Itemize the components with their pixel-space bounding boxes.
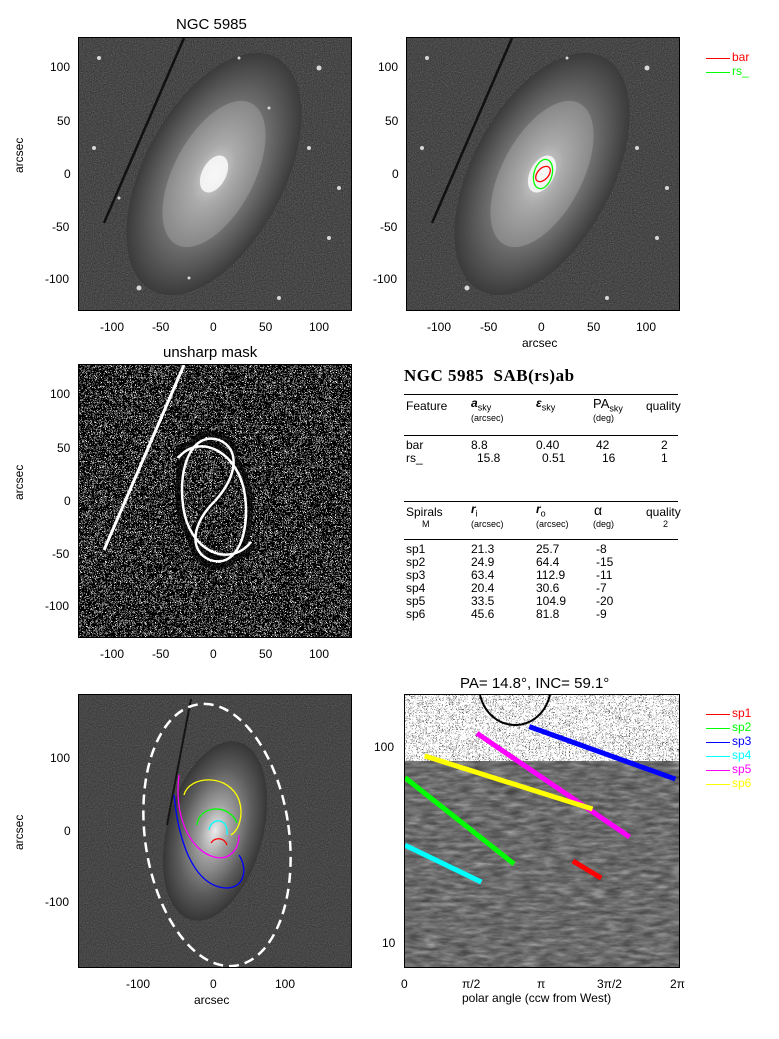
table-cell: 64.4 bbox=[536, 555, 560, 569]
table-cell: sp2 bbox=[406, 555, 426, 569]
table-cell: 104.9 bbox=[536, 594, 567, 608]
panel-title-unsharp: unsharp mask bbox=[163, 344, 258, 361]
table-cell: 20.4 bbox=[471, 581, 495, 595]
table-cell: sp6 bbox=[406, 607, 426, 621]
spiral-arms-overlay-panel bbox=[78, 694, 352, 968]
y-axis-label-bottom: arcsec bbox=[12, 814, 26, 850]
legend-label: sp2 bbox=[732, 720, 752, 734]
info-title: NGC 5985 SAB(rs)ab bbox=[404, 366, 575, 385]
y-axis-label: arcsec bbox=[12, 137, 26, 173]
table-cell: sp4 bbox=[406, 581, 426, 595]
legend-line bbox=[706, 742, 730, 743]
series-line-sp3 bbox=[528, 724, 677, 782]
table-cell: 24.9 bbox=[471, 555, 495, 569]
legend-bar: bar bbox=[732, 50, 750, 64]
y-axis-label-unsharp: arcsec bbox=[12, 464, 26, 500]
x-axis-label: arcsec bbox=[522, 336, 558, 350]
legend-label: sp1 bbox=[732, 706, 752, 720]
spiral-arm-sp3 bbox=[173, 794, 245, 889]
series-line-sp1 bbox=[571, 858, 603, 881]
series-line-sp5 bbox=[475, 731, 631, 840]
polar-x-axis-label: polar angle (ccw from West) bbox=[462, 991, 612, 1005]
table-cell: sp1 bbox=[406, 542, 426, 556]
panel-title-polar: PA= 14.8°, INC= 59.1° bbox=[460, 675, 610, 692]
legend-line bbox=[706, 784, 730, 785]
polar-plot-panel bbox=[404, 694, 680, 968]
legend-line bbox=[706, 728, 730, 729]
spiral-arm-sp6 bbox=[183, 779, 242, 836]
table-cell: sp5 bbox=[406, 594, 426, 608]
spiral-arm-sp1 bbox=[210, 838, 228, 846]
table-cell: 21.3 bbox=[471, 542, 495, 556]
x-tick: 0 bbox=[210, 320, 217, 334]
table-cell: 25.7 bbox=[536, 542, 560, 556]
deprojection-ellipse bbox=[142, 702, 292, 967]
series-line-sp4 bbox=[405, 842, 483, 885]
table-cell: 81.8 bbox=[536, 607, 560, 621]
legend-rs: rs_ bbox=[732, 64, 749, 78]
bar-ellipse bbox=[535, 165, 551, 183]
table-cell: 112.9 bbox=[536, 568, 566, 582]
rs-ellipse bbox=[532, 158, 554, 190]
table-cell: 30.6 bbox=[536, 581, 560, 595]
table-cell: -7 bbox=[596, 581, 607, 595]
spiral-arm-sp5 bbox=[177, 774, 240, 859]
legend-label: sp6 bbox=[732, 776, 752, 790]
table-cell: 33.5 bbox=[471, 594, 495, 608]
series-line-sp2 bbox=[405, 775, 516, 866]
table-cell: -15 bbox=[596, 555, 614, 569]
table-cell: -8 bbox=[596, 542, 607, 556]
galaxy-ellipse-fit-panel bbox=[406, 37, 680, 311]
series-line-sp6 bbox=[423, 753, 594, 812]
table-cell: -11 bbox=[596, 568, 613, 582]
spiral-arm-sp4 bbox=[208, 820, 228, 836]
legend-label: sp5 bbox=[732, 762, 752, 776]
galaxy-image-panel bbox=[78, 37, 352, 311]
panel-title-top-left: NGC 5985 bbox=[176, 16, 247, 33]
spiral-arm-sp2 bbox=[196, 808, 238, 826]
x-tick: -50 bbox=[152, 320, 170, 334]
unsharp-mask-panel bbox=[78, 364, 352, 638]
table-cell: -9 bbox=[596, 607, 607, 621]
x-tick: -100 bbox=[100, 320, 125, 334]
x-axis-label-bottom: arcsec bbox=[194, 993, 230, 1007]
legend-line bbox=[706, 770, 730, 771]
table-cell: -20 bbox=[596, 594, 614, 608]
table-cell: 45.6 bbox=[471, 607, 495, 621]
legend-label: sp4 bbox=[732, 748, 752, 762]
table-cell: 63.4 bbox=[471, 568, 495, 582]
legend-label: sp3 bbox=[732, 734, 752, 748]
legend-line bbox=[706, 714, 730, 715]
legend-line bbox=[706, 756, 730, 757]
table-cell: sp3 bbox=[406, 568, 426, 582]
